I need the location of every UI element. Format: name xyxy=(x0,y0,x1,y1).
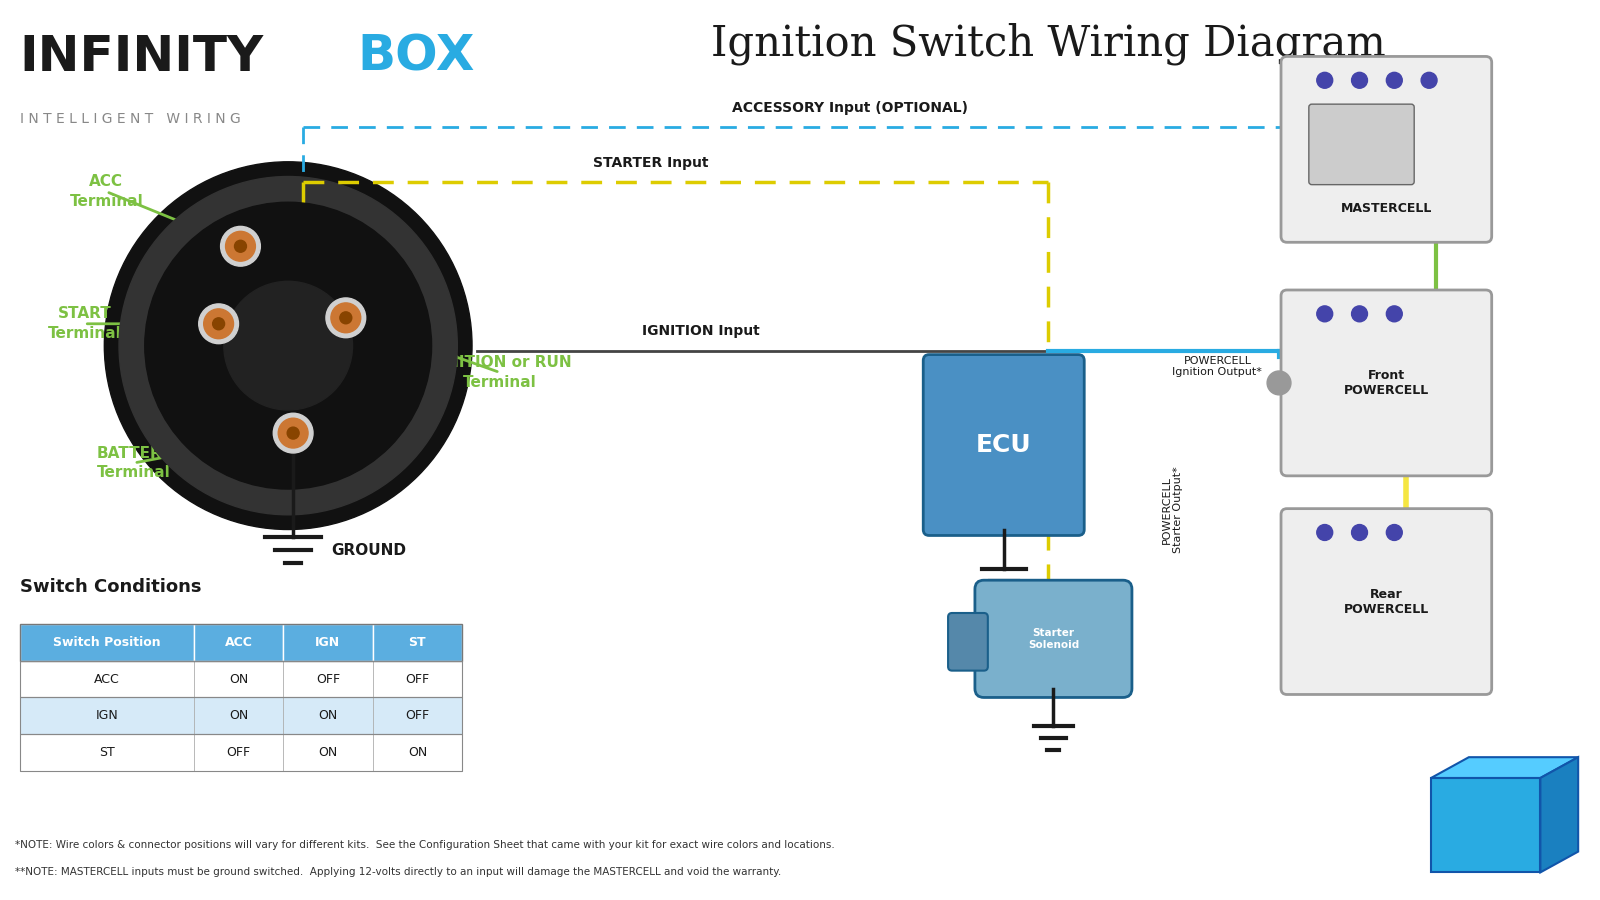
Text: ON: ON xyxy=(318,746,338,759)
Bar xyxy=(19,661,462,698)
Circle shape xyxy=(1386,72,1402,88)
Text: IGNITION or RUN
Terminal: IGNITION or RUN Terminal xyxy=(429,356,571,390)
FancyBboxPatch shape xyxy=(1309,104,1414,184)
Text: Front
POWERCELL: Front POWERCELL xyxy=(1344,369,1429,397)
Bar xyxy=(194,624,283,661)
Text: POWERCELL
Ignition Output*: POWERCELL Ignition Output* xyxy=(1173,356,1262,377)
Circle shape xyxy=(226,231,256,261)
Circle shape xyxy=(198,304,238,344)
Text: IGN: IGN xyxy=(96,709,118,723)
Bar xyxy=(373,661,462,698)
Circle shape xyxy=(118,176,458,515)
Text: Switch Position: Switch Position xyxy=(53,635,160,649)
Text: ST: ST xyxy=(408,635,426,649)
Circle shape xyxy=(1386,525,1402,540)
Bar xyxy=(19,698,194,734)
Bar xyxy=(19,734,462,771)
Text: Rear
POWERCELL: Rear POWERCELL xyxy=(1344,588,1429,616)
FancyBboxPatch shape xyxy=(923,355,1085,536)
Text: MASTERCELL: MASTERCELL xyxy=(1341,202,1432,215)
Text: ON: ON xyxy=(318,709,338,723)
Circle shape xyxy=(331,303,360,333)
Circle shape xyxy=(326,298,366,338)
Text: **NOTE: MASTERCELL inputs must be ground switched.  Applying 12-volts directly t: **NOTE: MASTERCELL inputs must be ground… xyxy=(14,868,781,878)
Text: ON: ON xyxy=(229,672,248,686)
Polygon shape xyxy=(1430,778,1541,872)
Text: ST: ST xyxy=(99,746,115,759)
Text: OFF: OFF xyxy=(405,709,429,723)
Bar xyxy=(194,698,283,734)
Polygon shape xyxy=(1541,757,1578,872)
Text: Starter
Solenoid: Starter Solenoid xyxy=(1027,628,1078,650)
Bar xyxy=(373,734,462,771)
Text: ACC: ACC xyxy=(94,672,120,686)
Text: Switch Conditions: Switch Conditions xyxy=(19,578,202,596)
Bar xyxy=(283,734,373,771)
Text: *NOTE: Wire colors & connector positions will vary for different kits.  See the : *NOTE: Wire colors & connector positions… xyxy=(14,840,835,850)
Text: STARTER Input: STARTER Input xyxy=(594,156,709,170)
Bar xyxy=(373,624,462,661)
Bar xyxy=(373,698,462,734)
Polygon shape xyxy=(1430,757,1578,778)
Circle shape xyxy=(213,318,224,329)
Circle shape xyxy=(274,413,314,453)
Text: BATTERY
Terminal: BATTERY Terminal xyxy=(96,446,173,481)
Bar xyxy=(19,661,194,698)
Text: ON: ON xyxy=(408,746,427,759)
Text: INFINITY: INFINITY xyxy=(19,32,264,81)
Circle shape xyxy=(203,309,234,338)
Text: POWERCELL
Starter Output*: POWERCELL Starter Output* xyxy=(1162,466,1184,553)
Text: OFF: OFF xyxy=(405,672,429,686)
Text: ECU: ECU xyxy=(976,433,1032,457)
Bar xyxy=(283,624,373,661)
Circle shape xyxy=(1317,72,1333,88)
Circle shape xyxy=(1317,525,1333,540)
Bar xyxy=(194,661,283,698)
Text: OFF: OFF xyxy=(227,746,251,759)
Text: START
Terminal: START Terminal xyxy=(48,306,122,341)
Circle shape xyxy=(1317,306,1333,322)
Circle shape xyxy=(224,282,352,410)
Text: ACC: ACC xyxy=(224,635,253,649)
Bar xyxy=(283,698,373,734)
Text: I N T E L L I G E N T   W I R I N G: I N T E L L I G E N T W I R I N G xyxy=(19,112,240,126)
Text: ON: ON xyxy=(229,709,248,723)
Bar xyxy=(283,661,373,698)
FancyBboxPatch shape xyxy=(974,580,1131,698)
FancyBboxPatch shape xyxy=(1282,57,1491,242)
FancyBboxPatch shape xyxy=(1282,508,1491,695)
FancyBboxPatch shape xyxy=(1282,290,1491,476)
Circle shape xyxy=(1421,72,1437,88)
FancyBboxPatch shape xyxy=(949,613,987,670)
Circle shape xyxy=(104,162,472,529)
Text: IGN: IGN xyxy=(315,635,341,649)
Circle shape xyxy=(1352,72,1368,88)
Circle shape xyxy=(235,240,246,252)
Text: OFF: OFF xyxy=(315,672,339,686)
Text: ACCESSORY Input (OPTIONAL): ACCESSORY Input (OPTIONAL) xyxy=(731,101,968,115)
Text: BOX: BOX xyxy=(358,32,475,81)
Circle shape xyxy=(1352,525,1368,540)
Circle shape xyxy=(278,418,309,448)
Text: Ignition Switch Wiring Diagram: Ignition Switch Wiring Diagram xyxy=(710,22,1386,65)
Circle shape xyxy=(221,227,261,266)
Bar xyxy=(194,734,283,771)
Bar xyxy=(19,734,194,771)
Text: ACC
Terminal: ACC Terminal xyxy=(69,175,142,209)
Circle shape xyxy=(1386,306,1402,322)
Bar xyxy=(19,624,194,661)
Circle shape xyxy=(286,428,299,439)
Circle shape xyxy=(144,202,432,489)
Circle shape xyxy=(1267,371,1291,395)
Bar xyxy=(19,698,462,734)
Circle shape xyxy=(1352,306,1368,322)
Bar xyxy=(19,624,462,661)
Text: IGNITION Input: IGNITION Input xyxy=(642,324,760,338)
Text: GROUND: GROUND xyxy=(331,543,406,558)
Circle shape xyxy=(339,312,352,324)
